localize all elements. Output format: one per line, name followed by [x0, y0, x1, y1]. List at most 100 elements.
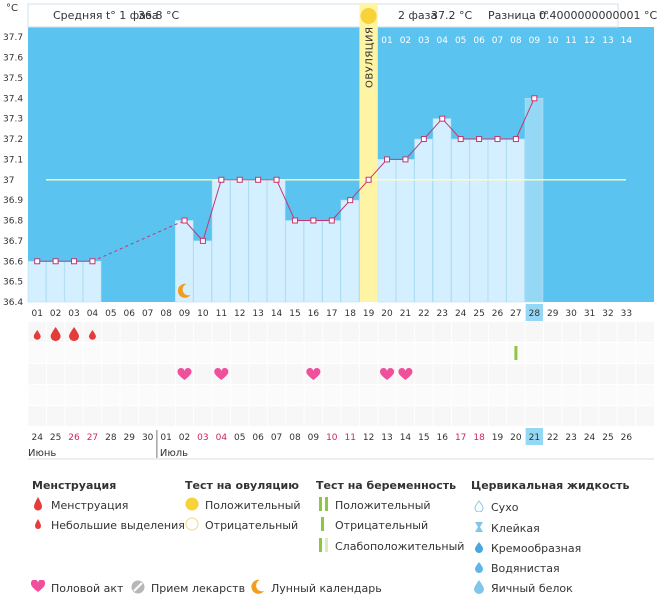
ovulation-positive-icon: [185, 497, 199, 511]
cycle-day-label: 04: [87, 309, 99, 319]
cycle-day-label: 20: [381, 309, 393, 319]
temperature-point: [384, 156, 391, 163]
temperature-bar: [469, 138, 488, 303]
calendar-date-label: 23: [565, 433, 576, 443]
temperature-line-segment: [202, 179, 222, 242]
temperature-line-segment: [423, 118, 443, 140]
calendar-date-label: 26: [621, 433, 633, 443]
intercourse-heart: [379, 367, 395, 380]
calendar-date-label: 29: [124, 433, 136, 443]
calendar-date-label: 15: [418, 433, 429, 443]
phase2-day-number: 14: [621, 36, 633, 46]
legend-egg-white-label: Яичный белок: [491, 582, 573, 595]
y-tick-label: 36.5: [3, 278, 23, 288]
temperature-bar: [414, 138, 433, 303]
cycle-day-label: 26: [492, 309, 504, 319]
y-tick-label: 36.6: [3, 257, 23, 267]
temperature-point: [310, 217, 317, 224]
phase2-day-number: 11: [565, 36, 576, 46]
temperature-point: [181, 217, 188, 224]
sticky-icon: [475, 522, 483, 532]
cycle-day-label: 17: [326, 309, 337, 319]
temperature-bar: [395, 159, 415, 303]
temperature-line-segment: [515, 98, 535, 140]
legend-creamy-label: Кремообразная: [491, 542, 582, 555]
y-tick-label: 37.3: [3, 115, 23, 125]
legend-pregnancy-weak-label: Слабоположительный: [335, 540, 465, 553]
legend-medication-label: Прием лекарств: [151, 582, 246, 595]
temperature-point: [291, 217, 298, 224]
y-tick-label: 37.6: [3, 54, 23, 64]
temperature-bar: [230, 179, 249, 303]
temperature-point: [494, 136, 501, 143]
spotting-drop: [33, 330, 41, 340]
egg-white-icon: [474, 580, 484, 594]
temperature-bar: [524, 97, 544, 303]
temperature-bar: [193, 240, 212, 303]
month-label: Июнь: [28, 448, 56, 459]
calendar-date-label: 24: [31, 433, 43, 443]
calendar-date-label: 17: [455, 433, 466, 443]
temperature-bar: [451, 138, 470, 303]
cycle-day-label: 18: [344, 309, 356, 319]
calendar-date-label: 25: [602, 433, 613, 443]
temperature-bar: [487, 138, 507, 303]
temperature-point: [457, 136, 464, 143]
calendar-date-label: 10: [326, 433, 338, 443]
calendar-date-label: 03: [197, 433, 208, 443]
phase2-day-number: 01: [381, 36, 392, 46]
temperature-bar: [46, 260, 65, 303]
calendar-date-label: 14: [400, 433, 412, 443]
spotting-icon: [35, 519, 41, 529]
legend-pregnancy-negative-label: Отрицательный: [335, 519, 429, 532]
temperature-point: [439, 115, 446, 122]
calendar-date-label: 20: [510, 433, 522, 443]
cycle-day-label: 28: [529, 309, 541, 319]
calendar-date-label: 01: [160, 433, 171, 443]
today-marker-bottom: [525, 428, 544, 445]
calendar-date-label: 19: [492, 433, 504, 443]
phase2-day-number: 13: [602, 36, 613, 46]
y-tick-label: 36.7: [3, 237, 23, 247]
legend-ovulation-test-title: Тест на овуляцию: [185, 479, 299, 492]
pregnancy-weak-icon: [319, 538, 328, 552]
temperature-bar: [64, 260, 83, 303]
temperature-point: [365, 176, 372, 183]
temperature-point: [89, 258, 96, 265]
temperature-bar: [377, 159, 396, 303]
calendar-date-label: 27: [87, 433, 98, 443]
temperature-bar: [82, 260, 102, 303]
diff-value: 0.4000000000001 °C: [539, 9, 657, 22]
y-tick-label: 37.1: [3, 155, 23, 165]
unit-label: °C: [6, 3, 18, 14]
phase1-label: Средняя t° 1 фаза: [53, 9, 159, 22]
temperature-bar: [285, 220, 304, 303]
cycle-day-label: 23: [437, 309, 448, 319]
spotting-drop: [88, 330, 96, 340]
calendar-date-label: 18: [473, 433, 485, 443]
y-tick-label: 36.9: [3, 196, 23, 206]
temperature-bar: [27, 260, 47, 303]
intercourse-heart: [398, 367, 413, 380]
legend-ovulation-negative-label: Отрицательный: [205, 519, 299, 532]
cycle-day-label: 22: [418, 309, 429, 319]
ovulation-positive-marker: [360, 8, 377, 24]
y-tick-label: 37.5: [3, 74, 23, 84]
calendar-date-label: 09: [308, 433, 320, 443]
temperature-bar: [174, 220, 194, 303]
cycle-day-label: 07: [142, 309, 153, 319]
calendar-date-label: 13: [381, 433, 392, 443]
month-label: Июль: [160, 448, 188, 459]
temperature-bar: [322, 220, 341, 303]
temperature-line-segment: [331, 199, 351, 221]
moon-icon: [177, 283, 191, 298]
today-marker-top: [525, 304, 544, 321]
phase2-day-number: 12: [584, 36, 595, 46]
calendar-date-label: 24: [584, 433, 596, 443]
temperature-point: [328, 217, 335, 224]
phase2-day-number: 05: [455, 36, 466, 46]
legend-pregnancy-test-title: Тест на беременность: [316, 479, 457, 492]
temperature-point: [34, 258, 41, 265]
